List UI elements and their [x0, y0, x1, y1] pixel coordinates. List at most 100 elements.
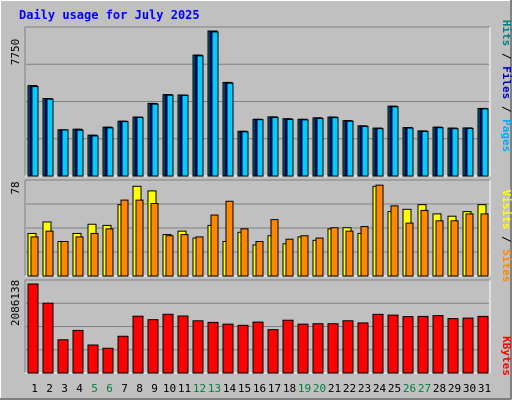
x-label-day-16: 16 [253, 382, 266, 395]
middle-legend: Visits / Sites [500, 190, 512, 283]
hits-panel [24, 26, 491, 177]
sites-bar-day-16 [255, 241, 264, 277]
pages-bar-day-18 [286, 118, 294, 177]
sites-bar-day-24 [375, 184, 384, 277]
x-label-day-18: 18 [283, 382, 296, 395]
x-label-day-5: 5 [91, 382, 98, 395]
legend-files: Files [500, 66, 512, 99]
bottom-ytick-label: 2086138 [9, 280, 22, 326]
kbytes-panel [24, 279, 491, 374]
pages-bar-day-8 [136, 116, 144, 177]
pages-bar-day-16 [256, 119, 264, 177]
x-label-day-31: 31 [478, 382, 491, 395]
pages-bar-day-6 [106, 127, 114, 177]
kbytes-bar-day-25 [387, 314, 399, 374]
pages-bar-day-21 [331, 117, 339, 177]
x-label-day-11: 11 [178, 382, 191, 395]
pages-bar-day-28 [436, 127, 444, 177]
x-label-day-26: 26 [403, 382, 416, 395]
kbytes-bar-day-3 [57, 339, 69, 374]
sites-bar-day-12 [195, 236, 204, 277]
legend-visits: Visits [500, 190, 512, 230]
legend-sep-1: / [500, 46, 512, 66]
sites-bar-day-23 [360, 226, 369, 277]
pages-bar-day-11 [181, 94, 189, 177]
sites-bar-day-15 [240, 228, 249, 277]
x-label-day-1: 1 [31, 382, 38, 395]
x-label-day-29: 29 [448, 382, 461, 395]
pages-bar-day-12 [196, 55, 204, 177]
visits-panel [24, 179, 491, 277]
pages-bar-day-26 [406, 127, 414, 177]
kbytes-bar-day-22 [342, 320, 354, 374]
kbytes-bar-day-12 [192, 320, 204, 374]
pages-bar-day-3 [61, 129, 69, 177]
sites-bar-day-9 [150, 203, 159, 277]
legend-sites: Sites [500, 249, 512, 282]
kbytes-bar-day-8 [132, 315, 144, 374]
kbytes-bar-day-4 [72, 329, 84, 374]
pages-bar-day-29 [451, 128, 459, 177]
sites-bar-day-14 [225, 200, 234, 277]
pages-bar-day-14 [226, 82, 234, 177]
pages-bar-day-30 [466, 127, 474, 177]
kbytes-bar-day-28 [432, 315, 444, 374]
kbytes-bar-day-6 [102, 347, 114, 374]
kbytes-bar-day-7 [117, 335, 129, 374]
sites-bar-day-4 [75, 236, 84, 277]
legend-pages: Pages [500, 119, 512, 152]
sites-bar-day-19 [300, 235, 309, 277]
sites-bar-day-7 [120, 199, 129, 277]
kbytes-bar-day-27 [417, 315, 429, 374]
sites-bar-day-31 [480, 213, 489, 277]
x-label-day-13: 13 [208, 382, 221, 395]
sites-bar-day-13 [210, 214, 219, 277]
kbytes-bar-day-5 [87, 344, 99, 374]
pages-bar-day-9 [151, 103, 159, 177]
pages-bar-day-13 [211, 31, 219, 177]
chart-title: Daily usage for July 2025 [19, 8, 200, 22]
x-label-day-27: 27 [418, 382, 431, 395]
x-label-day-14: 14 [223, 382, 237, 395]
x-label-day-28: 28 [433, 382, 446, 395]
kbytes-bar-day-17 [267, 329, 279, 374]
pages-bar-day-31 [481, 108, 489, 177]
sites-bar-day-11 [180, 234, 189, 277]
kbytes-bar-day-29 [447, 318, 459, 374]
kbytes-bar-day-31 [477, 315, 489, 374]
sites-bar-day-25 [390, 205, 399, 277]
bottom-legend: KBytes [500, 336, 512, 376]
x-label-day-8: 8 [136, 382, 143, 395]
sites-bar-day-21 [330, 227, 339, 277]
kbytes-bar-day-20 [312, 323, 324, 374]
pages-bar-day-22 [346, 120, 354, 177]
sites-bar-day-6 [105, 228, 114, 277]
sites-bar-day-27 [420, 209, 429, 277]
x-label-day-25: 25 [388, 382, 401, 395]
pages-bar-day-19 [301, 119, 309, 177]
x-label-day-23: 23 [358, 382, 371, 395]
x-label-day-17: 17 [268, 382, 281, 395]
kbytes-bar-day-1 [27, 283, 39, 374]
pages-bar-day-7 [121, 121, 129, 177]
pages-bar-day-5 [91, 135, 99, 177]
sites-bar-day-2 [45, 230, 54, 277]
sites-bar-day-29 [450, 220, 459, 277]
kbytes-bar-day-16 [252, 321, 264, 374]
pages-bar-day-1 [31, 86, 39, 177]
pages-bar-day-15 [241, 131, 249, 177]
kbytes-bar-day-26 [402, 316, 414, 374]
sites-bar-day-26 [405, 222, 414, 277]
pages-bar-day-10 [166, 94, 174, 177]
sites-bar-day-30 [465, 213, 474, 277]
pages-bar-day-17 [271, 116, 279, 177]
kbytes-bar-day-23 [357, 322, 369, 374]
pages-bar-day-2 [46, 98, 54, 177]
sites-bar-day-28 [435, 220, 444, 277]
kbytes-bar-day-15 [237, 324, 249, 374]
x-label-day-30: 30 [463, 382, 476, 395]
x-axis-labels: 1 2 3 4 5 6 7 8 9 10 11 12 13 14 15 16 17 18 19 20 21 22 23 24 2… [31, 382, 491, 395]
sites-bar-day-18 [285, 238, 294, 277]
